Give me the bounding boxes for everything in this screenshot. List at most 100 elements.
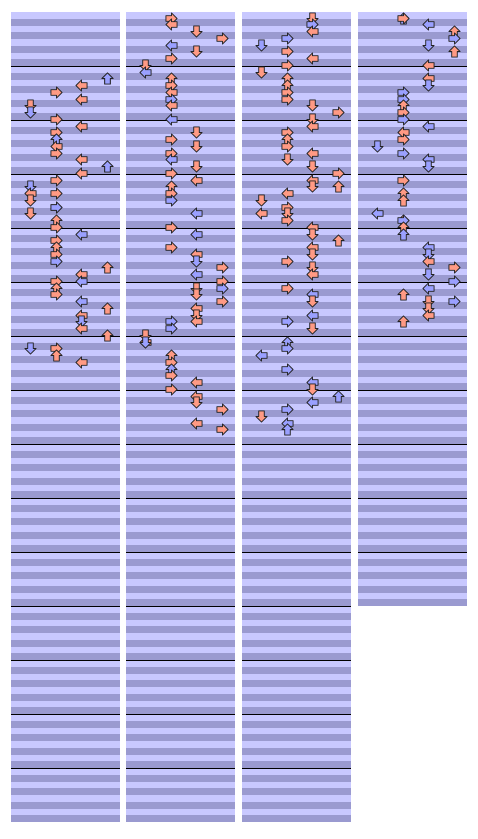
beat-stripe <box>242 207 351 215</box>
arrow-right-icon <box>396 133 410 146</box>
beat-stripe <box>242 747 351 755</box>
beat-stripe <box>242 552 351 559</box>
beat-stripe <box>126 349 235 357</box>
measure-line <box>126 552 235 553</box>
beat-stripe <box>358 498 467 505</box>
beat-stripe <box>126 126 235 134</box>
beat-stripe <box>242 349 351 357</box>
beat-stripe <box>242 113 351 120</box>
beat-stripe <box>242 410 351 417</box>
beat-stripe <box>242 450 351 458</box>
arrow-down-icon <box>305 227 319 241</box>
beat-stripe <box>11 288 120 296</box>
beat-stripe <box>358 309 467 316</box>
beat-stripe <box>242 336 351 343</box>
measure-line <box>358 228 467 229</box>
beat-stripe <box>126 444 235 451</box>
beat-stripe <box>126 120 235 127</box>
beat-stripe <box>126 727 235 735</box>
beat-stripe <box>126 261 235 269</box>
measure-line <box>11 498 120 499</box>
beat-stripe <box>126 59 235 66</box>
beat-stripe <box>126 187 235 195</box>
beat-stripe <box>11 754 120 762</box>
beat-stripe <box>11 592 120 600</box>
beat-stripe <box>242 484 351 492</box>
beat-stripe <box>242 295 351 303</box>
arrow-up-icon <box>331 180 345 193</box>
beat-stripe <box>358 255 467 262</box>
beat-stripe <box>242 214 351 222</box>
beat-stripe <box>126 140 235 147</box>
beat-stripe <box>11 255 120 262</box>
arrow-down-icon <box>305 99 319 112</box>
beat-stripe <box>126 666 235 674</box>
beat-stripe <box>358 194 467 201</box>
beat-stripe <box>11 572 120 579</box>
beat-stripe <box>358 113 467 120</box>
beat-stripe <box>11 99 120 107</box>
measure-line <box>11 120 120 121</box>
beat-stripe <box>242 538 351 546</box>
beat-stripe <box>358 356 467 363</box>
arrow-right-icon <box>280 342 294 355</box>
beat-stripe <box>358 336 467 343</box>
beat-stripe <box>11 579 120 586</box>
beat-stripe <box>126 531 235 539</box>
beat-stripe <box>126 761 235 768</box>
beat-stripe <box>242 707 351 714</box>
beat-stripe <box>126 430 235 438</box>
beat-stripe <box>126 45 235 53</box>
measure-line <box>11 336 120 337</box>
measure-line <box>358 336 467 337</box>
measure-line <box>126 444 235 445</box>
beat-stripe <box>242 275 351 282</box>
beat-stripe <box>126 720 235 728</box>
beat-stripe <box>358 592 467 600</box>
beat-stripe <box>126 410 235 417</box>
beat-stripe <box>242 93 351 100</box>
arrow-down-icon <box>421 248 435 261</box>
beat-stripe <box>126 207 235 215</box>
beat-stripe <box>242 180 351 188</box>
beat-stripe <box>11 653 120 660</box>
beat-stripe <box>358 484 467 492</box>
beat-stripe <box>242 369 351 377</box>
measure-line <box>11 444 120 445</box>
measure-line <box>242 336 351 337</box>
arrow-left-icon <box>421 308 435 322</box>
beat-stripe <box>11 774 120 782</box>
beat-stripe <box>11 396 120 404</box>
beat-stripe <box>11 241 120 249</box>
beat-stripe <box>358 383 467 390</box>
beat-stripe <box>11 120 120 127</box>
arrow-left-icon <box>74 92 88 106</box>
beat-stripe <box>126 79 235 87</box>
beat-stripe <box>11 646 120 654</box>
beat-stripe <box>358 504 467 512</box>
arrow-right-icon <box>447 275 461 288</box>
beat-stripe <box>126 639 235 647</box>
arrow-down-icon <box>305 322 319 335</box>
chart-column-1 <box>11 12 120 822</box>
beat-stripe <box>242 153 351 161</box>
arrow-left-icon <box>189 376 203 389</box>
beat-stripe <box>11 133 120 141</box>
beat-stripe <box>358 93 467 100</box>
arrow-right-icon <box>396 173 410 187</box>
arrow-left-icon <box>189 207 203 220</box>
beat-stripe <box>242 700 351 708</box>
arrow-down-icon <box>305 160 319 173</box>
beat-stripe <box>126 390 235 397</box>
beat-stripe <box>11 815 120 822</box>
beat-stripe <box>126 572 235 579</box>
beat-stripe <box>242 72 351 80</box>
arrow-up-icon <box>396 315 410 328</box>
arrow-down-icon <box>254 38 268 52</box>
beat-stripe <box>126 322 235 330</box>
arrow-down-icon <box>254 65 268 79</box>
beat-stripe <box>242 18 351 26</box>
arrow-left-icon <box>421 18 435 31</box>
beat-stripe <box>126 768 235 775</box>
beat-stripe <box>126 471 235 478</box>
